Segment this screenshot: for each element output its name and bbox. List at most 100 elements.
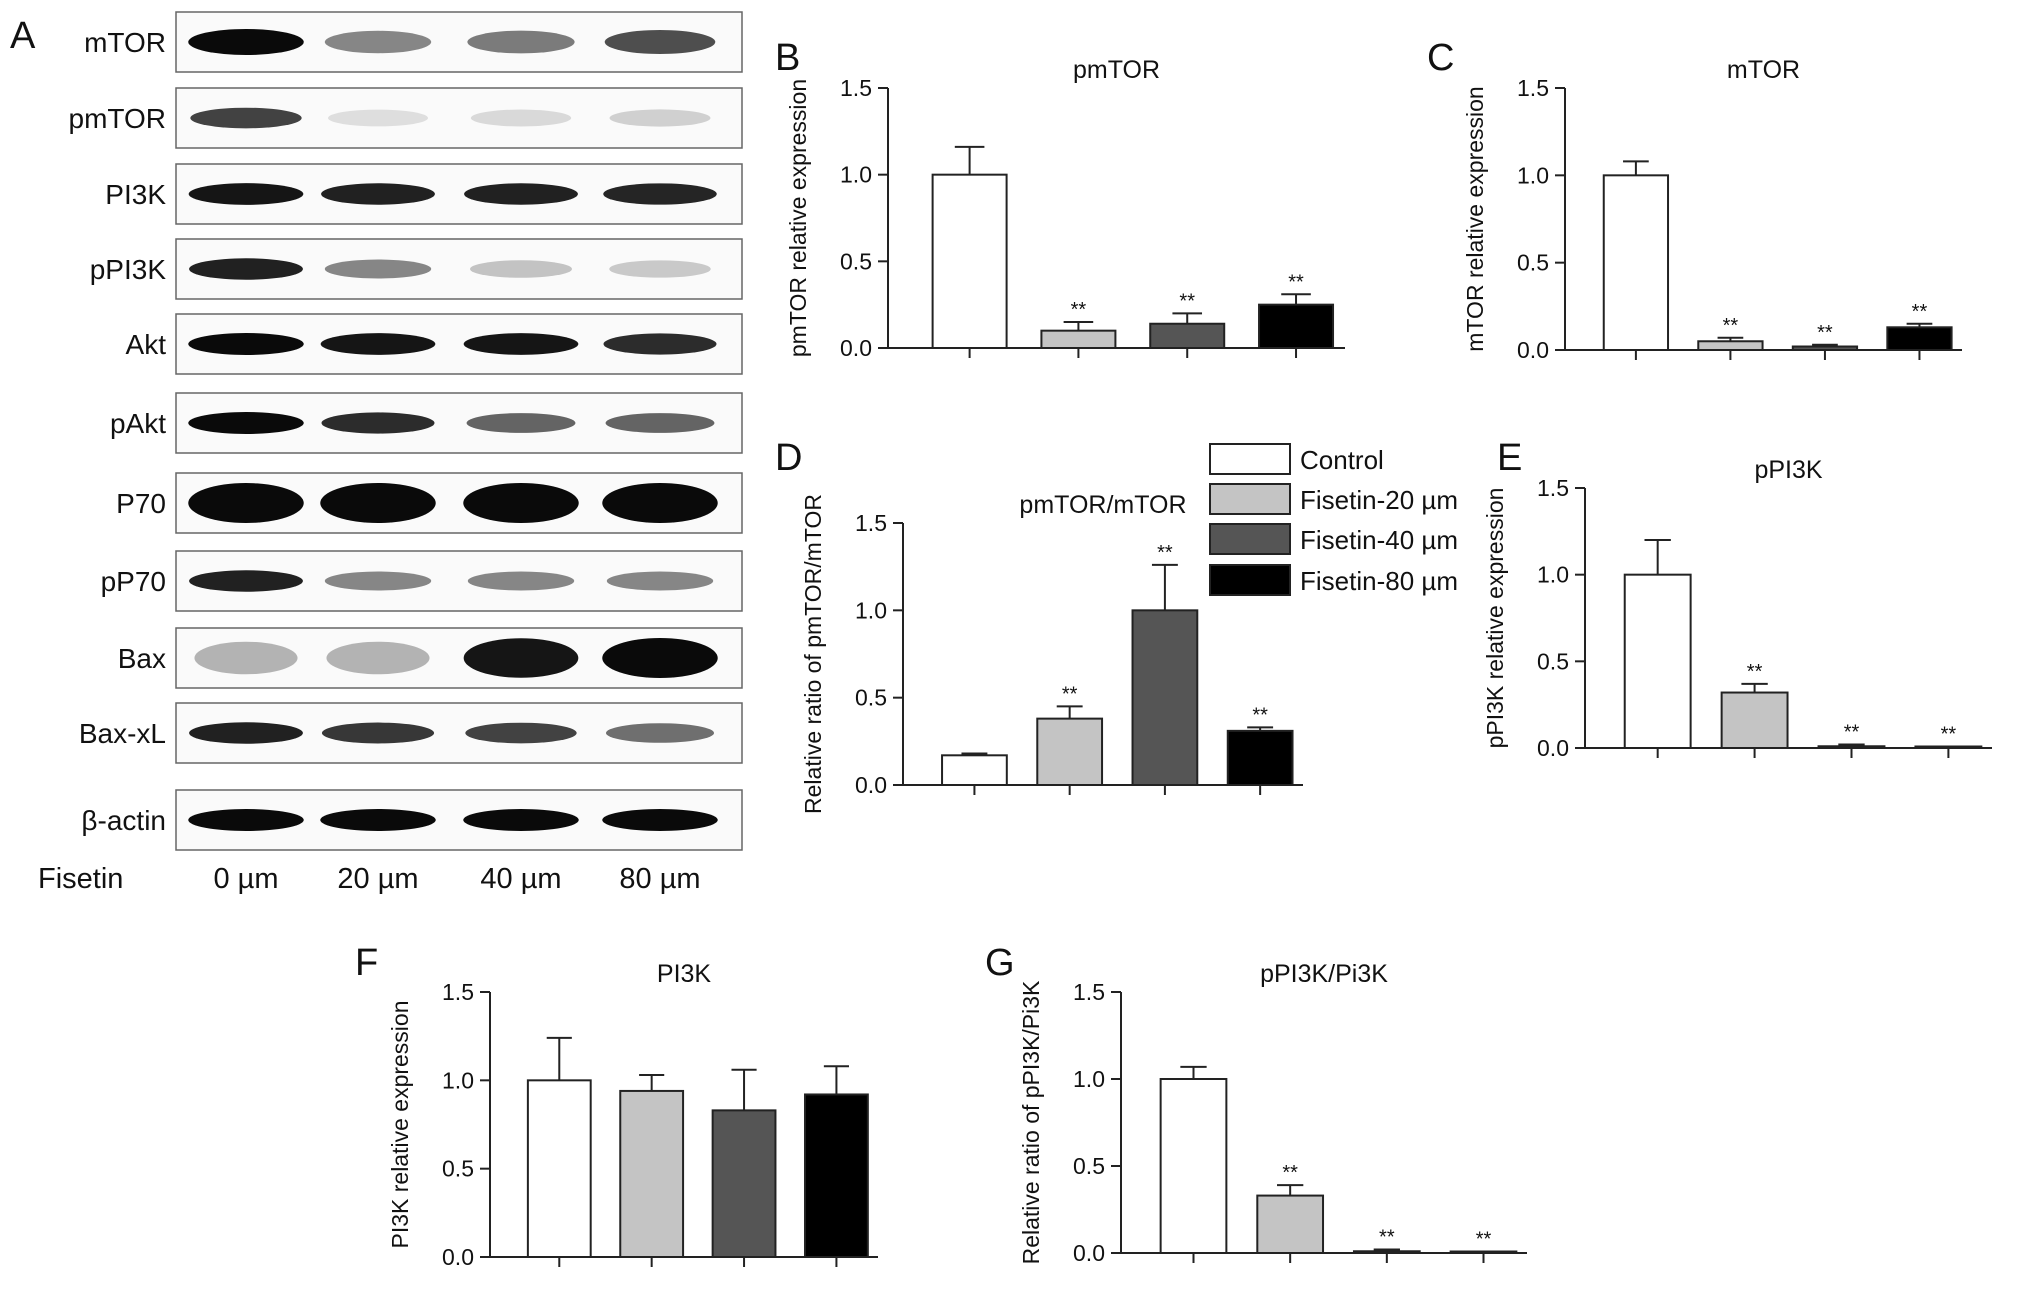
blot-band xyxy=(602,809,718,831)
legend-label: Fisetin-40 µm xyxy=(1300,525,1458,555)
significance-marker: ** xyxy=(1157,542,1173,564)
bar xyxy=(941,754,1008,786)
blot-band xyxy=(321,183,435,205)
blot-band xyxy=(189,258,303,280)
blot-row-label: pP70 xyxy=(101,566,166,597)
bar xyxy=(1791,345,1859,351)
y-tick-label: 0.0 xyxy=(840,335,872,361)
y-tick-label: 0.5 xyxy=(442,1156,474,1182)
blot-band xyxy=(463,638,579,678)
blot-row: pPI3K xyxy=(90,238,743,300)
chart-title: pmTOR xyxy=(1073,56,1160,84)
blot-band xyxy=(324,259,432,279)
blot-band xyxy=(470,109,572,127)
blot-band xyxy=(321,722,435,744)
panel-letter: B xyxy=(775,37,800,79)
blot-row-label: mTOR xyxy=(84,27,166,58)
y-tick-label: 1.0 xyxy=(840,162,872,188)
y-tick-label: 0.0 xyxy=(1073,1240,1105,1266)
significance-marker: ** xyxy=(1912,301,1928,323)
y-tick-label: 1.5 xyxy=(1517,75,1549,101)
chart-title: pPI3K xyxy=(1754,456,1822,484)
blot-band xyxy=(188,29,304,55)
blot-band xyxy=(467,30,575,54)
y-tick-label: 0.0 xyxy=(855,772,887,798)
lane-label: 40 µm xyxy=(480,863,561,895)
blot-row: β-actin xyxy=(81,789,743,851)
legend-item: Fisetin-80 µm xyxy=(1209,564,1458,596)
blot-band xyxy=(606,571,714,591)
blot-row-label: PI3K xyxy=(105,179,166,210)
bar xyxy=(931,173,1008,349)
blot-band xyxy=(188,483,304,523)
blot-band xyxy=(188,412,304,434)
legend-label: Control xyxy=(1300,445,1384,475)
significance-marker: ** xyxy=(1071,299,1087,321)
bar xyxy=(1602,174,1670,351)
treatment-label: Fisetin xyxy=(38,863,123,895)
bar xyxy=(1720,691,1789,749)
blot-row-label: pmTOR xyxy=(69,103,167,134)
bar xyxy=(1697,340,1764,351)
legend-label: Fisetin-80 µm xyxy=(1300,566,1458,596)
blot-row-label: Bax xyxy=(118,643,166,674)
y-tick-label: 1.5 xyxy=(1537,475,1569,501)
blot-band xyxy=(466,413,576,433)
blot-band xyxy=(189,722,303,744)
legend-label: Fisetin-20 µm xyxy=(1300,485,1458,515)
significance-marker: ** xyxy=(1817,322,1833,344)
blot-row-label: Akt xyxy=(126,329,167,360)
y-tick-label: 0.5 xyxy=(840,248,872,274)
blot-row: pmTOR xyxy=(69,87,743,149)
y-axis-label: PI3K relative expression xyxy=(387,1000,413,1248)
significance-marker: ** xyxy=(1282,1162,1298,1184)
chart-title: mTOR xyxy=(1727,56,1800,84)
blot-band xyxy=(609,260,711,278)
bar xyxy=(1256,1194,1325,1254)
chart-title: PI3K xyxy=(657,960,712,988)
blot-band xyxy=(328,109,428,127)
blot-band xyxy=(188,333,304,355)
blot-band xyxy=(194,641,298,675)
blot-band xyxy=(320,809,436,831)
significance-marker: ** xyxy=(1252,704,1268,726)
lane-label: 20 µm xyxy=(337,863,418,895)
significance-marker: ** xyxy=(1379,1227,1395,1249)
bar xyxy=(1352,1250,1421,1255)
chart-title: pPI3K/Pi3K xyxy=(1260,960,1388,988)
blot-band xyxy=(605,413,715,433)
blot-row: Bax xyxy=(118,627,743,689)
legend: Control Fisetin-20 µm Fisetin-40 µm Fisetin… xyxy=(1209,443,1458,596)
significance-marker: ** xyxy=(1941,724,1957,746)
y-axis-label: Relative ratio of pPI3K/Pi3K xyxy=(1018,980,1044,1264)
bar xyxy=(1040,329,1117,349)
significance-marker: ** xyxy=(1723,315,1739,337)
blot-band xyxy=(463,809,579,831)
legend-swatch xyxy=(1209,483,1291,515)
blot-row-label: pAkt xyxy=(110,408,166,439)
y-axis-label: pmTOR relative expression xyxy=(785,79,811,357)
blot-band xyxy=(324,571,432,591)
bar xyxy=(1159,1078,1228,1254)
blot-band xyxy=(470,260,572,278)
y-tick-label: 1.5 xyxy=(1073,979,1105,1005)
blot-band xyxy=(324,30,432,54)
blot-band xyxy=(604,29,716,55)
blot-band xyxy=(603,183,717,205)
legend-swatch xyxy=(1209,564,1291,596)
y-axis-label: Relative ratio of pmTOR/mTOR xyxy=(800,494,826,814)
significance-marker: ** xyxy=(1844,722,1860,744)
legend-item: Fisetin-40 µm xyxy=(1209,523,1458,555)
legend-item: Control xyxy=(1209,443,1384,475)
y-tick-label: 1.0 xyxy=(1537,562,1569,588)
blot-row: Akt xyxy=(126,313,743,375)
blot-row: PI3K xyxy=(105,163,743,225)
blot-row: pAkt xyxy=(110,392,743,454)
blot-band xyxy=(603,333,717,355)
y-tick-label: 0.5 xyxy=(1517,250,1549,276)
blot-band xyxy=(464,183,578,205)
